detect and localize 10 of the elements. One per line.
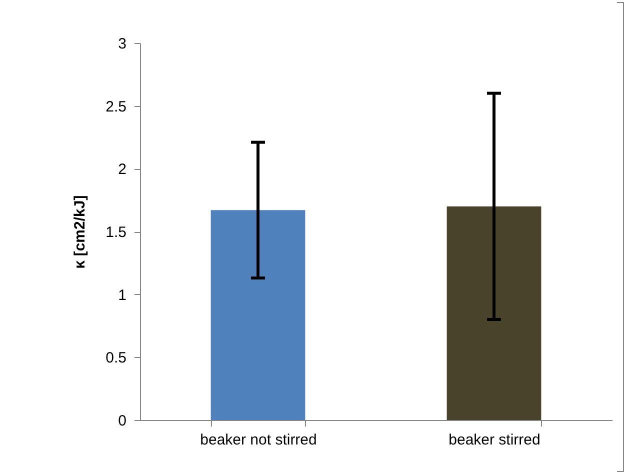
y-tick-label: 0 <box>118 412 126 430</box>
y-tick-label: 2 <box>118 161 126 178</box>
x-tick-label: beaker not stirred <box>200 432 317 448</box>
y-tick-label: 0.5 <box>106 350 126 367</box>
y-tick-label: 3 <box>118 36 126 52</box>
y-tick-label: 1 <box>118 286 126 304</box>
y-axis-title: κ [cm2/kJ] <box>72 195 89 269</box>
y-tick-label: 2.5 <box>106 98 126 116</box>
y-tick-label: 1.5 <box>106 224 126 241</box>
x-tick-label: beaker stirred <box>448 432 540 448</box>
